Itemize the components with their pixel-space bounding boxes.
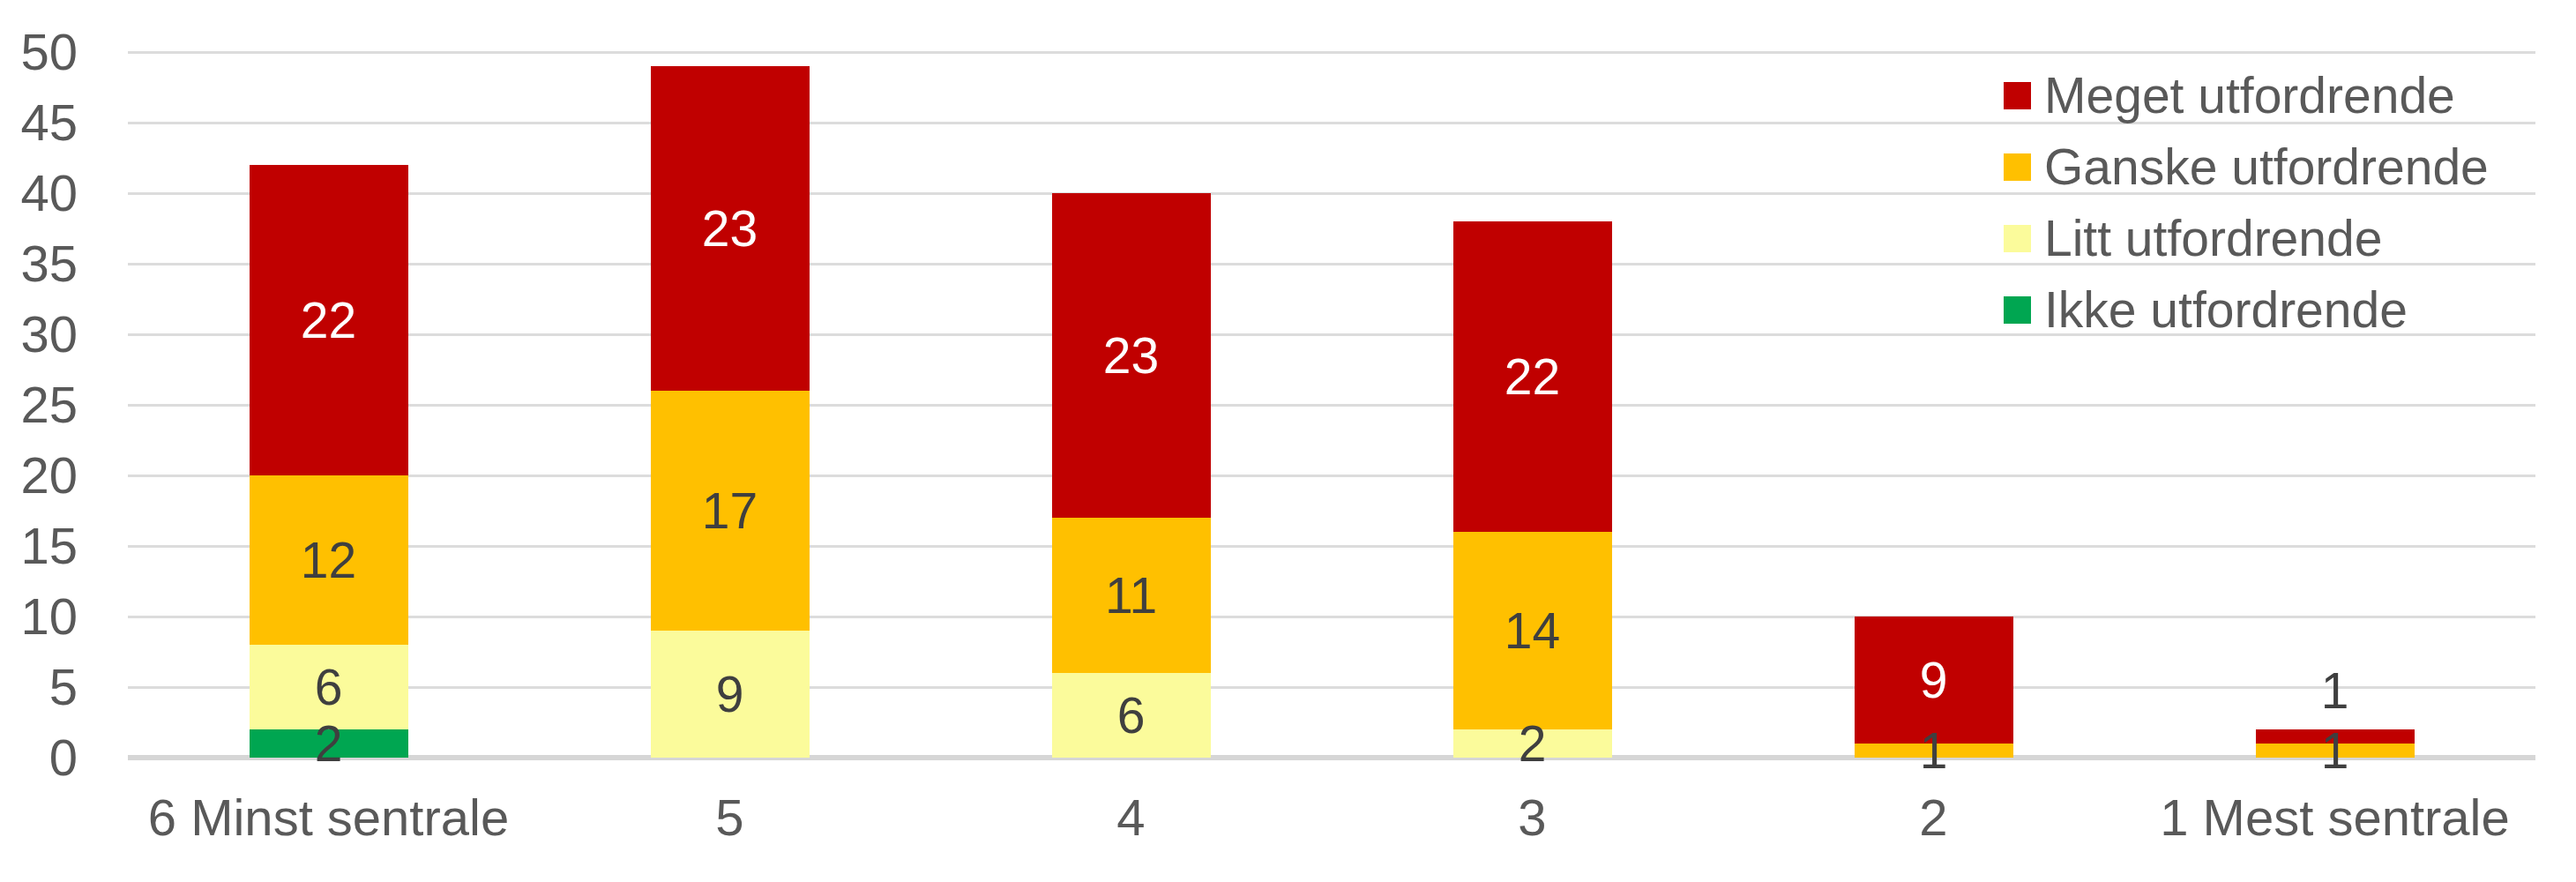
data-label: 9 <box>598 669 862 720</box>
data-label: 14 <box>1400 606 1665 656</box>
legend-label: Meget utfordrende <box>2044 71 2455 121</box>
data-label: 1 <box>1802 726 2066 776</box>
y-tick-label: 0 <box>0 732 78 783</box>
data-label: 11 <box>999 571 1264 621</box>
legend-label: Ganske utfordrende <box>2044 142 2489 192</box>
data-label: 23 <box>999 331 1264 381</box>
legend-label: Litt utfordrende <box>2044 213 2382 264</box>
data-label: 23 <box>598 204 862 254</box>
y-tick-label: 25 <box>0 379 78 430</box>
y-tick-label: 40 <box>0 168 78 219</box>
data-label: 1 <box>2203 666 2468 716</box>
y-tick-label: 15 <box>0 520 78 572</box>
x-axis-baseline <box>128 755 2535 760</box>
gridline <box>128 404 2535 407</box>
data-label: 2 <box>1400 719 1665 769</box>
x-tick-label: 1 Mest sentrale <box>2071 792 2576 843</box>
y-tick-label: 5 <box>0 662 78 713</box>
data-label: 9 <box>1802 655 2066 706</box>
data-label: 12 <box>197 535 461 586</box>
data-label: 6 <box>197 662 461 713</box>
data-label: 22 <box>197 295 461 346</box>
gridline <box>128 616 2535 618</box>
data-label: 2 <box>197 719 461 769</box>
stacked-bar-chart: 05101520253035404550 2612229172361123214… <box>0 0 2576 882</box>
gridline <box>128 545 2535 548</box>
gridline <box>128 686 2535 689</box>
y-tick-label: 35 <box>0 238 78 289</box>
legend-swatch <box>2004 153 2031 181</box>
gridline <box>128 475 2535 477</box>
data-label: 17 <box>598 486 862 536</box>
data-label: 1 <box>2203 726 2468 776</box>
data-label: 6 <box>999 691 1264 741</box>
y-tick-label: 10 <box>0 591 78 642</box>
legend-swatch <box>2004 296 2031 324</box>
legend-swatch <box>2004 225 2031 252</box>
y-tick-label: 20 <box>0 450 78 501</box>
legend-swatch <box>2004 82 2031 109</box>
gridline <box>128 51 2535 54</box>
y-tick-label: 50 <box>0 26 78 78</box>
data-label: 22 <box>1400 352 1665 402</box>
legend-label: Ikke utfordrende <box>2044 285 2408 335</box>
y-tick-label: 30 <box>0 309 78 360</box>
y-tick-label: 45 <box>0 97 78 148</box>
